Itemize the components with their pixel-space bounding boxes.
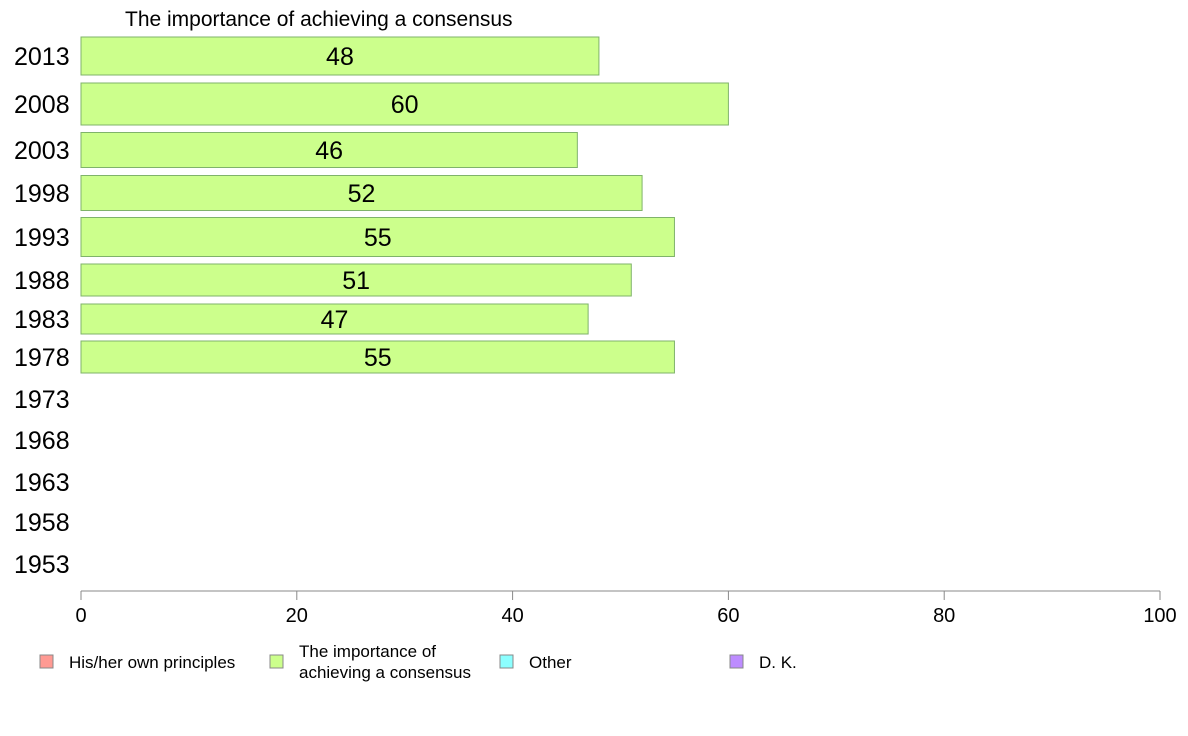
legend-label-1-1: achieving a consensus xyxy=(299,663,471,682)
x-tick-label-20: 20 xyxy=(286,605,308,627)
x-tick-label-100: 100 xyxy=(1143,605,1176,627)
category-label-1958: 1958 xyxy=(14,509,70,537)
category-label-1978: 1978 xyxy=(14,344,70,372)
bar-value-label-1998: 52 xyxy=(348,180,376,208)
category-label-2008: 2008 xyxy=(14,91,70,119)
bar-value-label-2003: 46 xyxy=(315,137,343,165)
category-label-1983: 1983 xyxy=(14,306,70,334)
chart-title: The importance of achieving a consensus xyxy=(125,8,513,31)
legend-swatch-1 xyxy=(269,654,284,669)
legend-swatch-3 xyxy=(729,654,744,669)
category-label-2013: 2013 xyxy=(14,43,70,71)
x-axis: 0 20 40 60 80 100 xyxy=(75,590,1177,627)
category-label-1963: 1963 xyxy=(14,469,70,497)
category-label-1998: 1998 xyxy=(14,180,70,208)
legend-label-3-0: D. K. xyxy=(759,653,797,672)
category-label-1988: 1988 xyxy=(14,267,70,295)
bar-2003 xyxy=(80,132,578,168)
bar-value-label-1983: 47 xyxy=(321,306,349,334)
bar-2013 xyxy=(80,36,600,76)
category-label-2003: 2003 xyxy=(14,137,70,165)
x-tick-label-80: 80 xyxy=(933,605,955,627)
legend-swatch-2 xyxy=(499,654,514,669)
legend-swatch-0 xyxy=(39,654,54,669)
bar-value-label-1978: 55 xyxy=(364,344,392,372)
category-label-1993: 1993 xyxy=(14,224,70,252)
category-labels: 2013 2008 2003 1998 1993 1988 1983 1978 1973 1968… xyxy=(14,43,70,579)
bar-1983 xyxy=(80,303,589,335)
legend-label-0-0: His/her own principles xyxy=(69,653,235,672)
bar-value-label-1988: 51 xyxy=(342,267,370,295)
x-tick-label-0: 0 xyxy=(75,605,86,627)
x-tick-label-60: 60 xyxy=(717,605,739,627)
legend-label-2-0: Other xyxy=(529,653,572,672)
bar-2008 xyxy=(80,82,729,126)
bar-value-label-2008: 60 xyxy=(391,91,419,119)
category-label-1968: 1968 xyxy=(14,427,70,455)
bar-1993 xyxy=(80,217,675,257)
category-label-1973: 1973 xyxy=(14,386,70,414)
bar-value-label-2013: 48 xyxy=(326,43,354,71)
bar-1998 xyxy=(80,175,643,211)
legend-label-1-0: The importance of xyxy=(299,642,436,661)
category-label-1953: 1953 xyxy=(14,551,70,579)
legend: His/her own principles The importance of a… xyxy=(39,642,797,682)
x-tick-label-40: 40 xyxy=(501,605,523,627)
bar-1988 xyxy=(80,263,632,297)
bar-1978 xyxy=(80,340,675,374)
bar-value-label-1993: 55 xyxy=(364,224,392,252)
